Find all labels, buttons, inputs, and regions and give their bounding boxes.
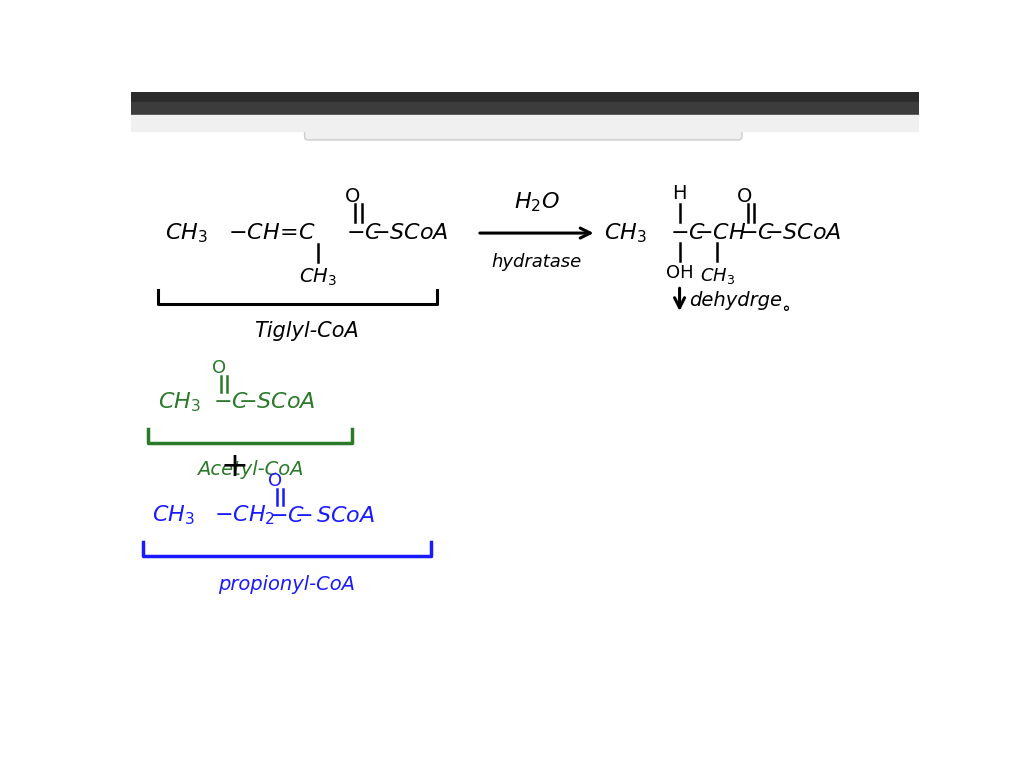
Circle shape	[594, 102, 622, 130]
Text: $-C$: $-C$	[739, 223, 775, 243]
Text: $-SCoA$: $-SCoA$	[238, 392, 315, 412]
Text: $-CH$: $-CH$	[694, 223, 746, 243]
Text: O: O	[268, 472, 283, 490]
FancyBboxPatch shape	[304, 91, 742, 140]
Text: O: O	[212, 359, 226, 377]
Text: $CH_3$: $CH_3$	[299, 267, 337, 288]
Text: $CH_3$: $CH_3$	[604, 221, 647, 245]
Circle shape	[577, 107, 583, 113]
Text: $-\,SCoA$: $-\,SCoA$	[294, 505, 375, 525]
Text: O: O	[345, 187, 360, 206]
Text: $H_2O$: $H_2O$	[514, 190, 560, 214]
Text: +: +	[220, 450, 249, 483]
Text: $-SCoA$: $-SCoA$	[764, 223, 841, 243]
Text: $-CH\!=\!C$: $-CH\!=\!C$	[228, 223, 316, 243]
Bar	[131, 92, 920, 102]
Text: $CH_3$: $CH_3$	[153, 504, 195, 528]
Text: H: H	[673, 184, 687, 203]
Text: $CH_3$: $CH_3$	[165, 221, 208, 245]
Bar	[131, 115, 920, 131]
Text: O: O	[737, 187, 753, 206]
Circle shape	[686, 102, 714, 130]
Circle shape	[655, 102, 683, 130]
Circle shape	[625, 102, 652, 130]
Bar	[131, 102, 920, 115]
Text: $CH_3$: $CH_3$	[158, 391, 201, 414]
Text: OH: OH	[666, 264, 693, 282]
Text: propionyl-CoA: propionyl-CoA	[218, 575, 355, 594]
Text: $CH_3$: $CH_3$	[699, 266, 735, 286]
Text: Tiglyl-CoA: Tiglyl-CoA	[254, 321, 358, 341]
Text: $-C$: $-C$	[670, 223, 706, 243]
FancyBboxPatch shape	[559, 103, 587, 129]
Text: $-C$: $-C$	[346, 223, 382, 243]
Text: dehydrge˳: dehydrge˳	[689, 291, 792, 311]
Text: Acetyl-CoA: Acetyl-CoA	[197, 460, 303, 479]
Text: $-C$: $-C$	[269, 505, 305, 525]
Text: hydratase: hydratase	[492, 253, 582, 271]
Text: $-C$: $-C$	[213, 392, 249, 412]
Text: $-SCoA$: $-SCoA$	[371, 223, 449, 243]
Text: $-CH_2$: $-CH_2$	[214, 504, 274, 528]
